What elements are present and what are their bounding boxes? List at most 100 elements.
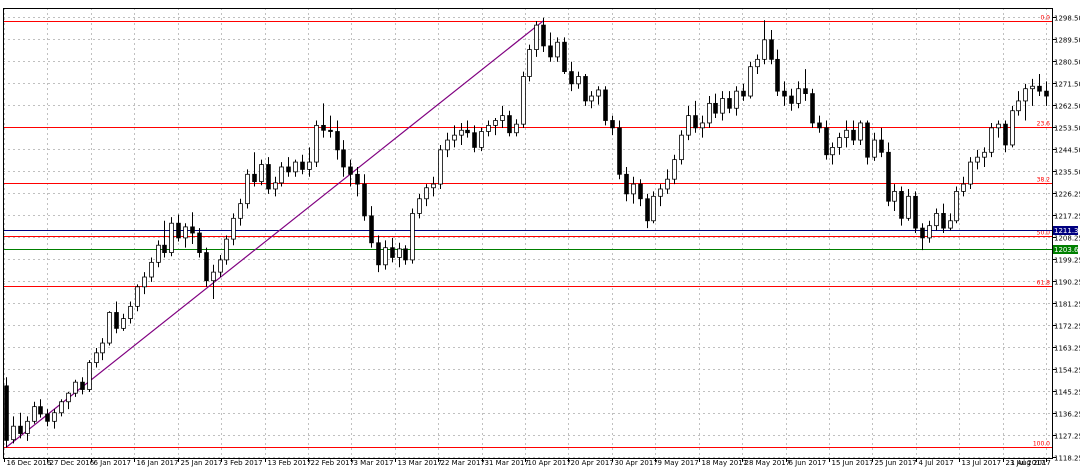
candle-body <box>287 167 291 172</box>
x-tick-label: 16 Dec 2016 <box>7 459 52 467</box>
candle-body <box>329 130 333 131</box>
candle-body <box>336 132 340 150</box>
candle-body <box>797 89 801 104</box>
candle-body <box>12 426 16 439</box>
candle-body <box>597 90 601 96</box>
candle-body <box>914 196 918 228</box>
x-tick-label: 3 Feb 2017 <box>224 459 263 467</box>
candle-body <box>666 179 670 189</box>
candle-body <box>184 227 188 238</box>
candle-body <box>494 121 498 126</box>
candle-body <box>528 50 532 77</box>
candle-body <box>776 59 780 91</box>
fib-level-label: 0.0 <box>1040 15 1050 22</box>
fib-level-label: 23.6 <box>1037 121 1051 128</box>
candle-body <box>432 184 436 188</box>
candle-body <box>108 312 112 343</box>
candle-body <box>342 150 346 167</box>
candle-body <box>625 174 629 194</box>
y-tick-label: 1271.50 <box>1054 81 1080 89</box>
candle-body <box>239 204 243 219</box>
fib-level-label: 100.0 <box>1033 441 1050 448</box>
candle-body <box>962 184 966 191</box>
candle-body <box>1017 101 1021 111</box>
candle-body <box>742 91 746 96</box>
y-tick-label: 1127.25 <box>1054 433 1080 441</box>
candle-body <box>639 184 643 199</box>
candle-body <box>67 393 71 402</box>
candle-body <box>584 76 588 100</box>
y-tick-label: 1136.25 <box>1054 411 1080 419</box>
candle-body <box>646 199 650 221</box>
candle-body <box>687 116 691 136</box>
x-tick-label: 31 Mar 2017 <box>485 459 529 467</box>
x-tick-label: 13 Mar 2017 <box>398 459 442 467</box>
candle-body <box>522 76 526 124</box>
candle-body <box>1011 111 1015 145</box>
candle-body <box>177 223 181 238</box>
candle-body <box>501 116 505 121</box>
candle-body <box>294 162 298 172</box>
candle-body <box>439 150 443 184</box>
candle-body <box>308 162 312 169</box>
x-tick-label: 28 May 2017 <box>745 459 791 467</box>
candle-body <box>370 216 374 243</box>
candle-body <box>267 165 271 189</box>
candle-body <box>577 76 581 83</box>
candle-body <box>652 196 656 220</box>
candle-body <box>556 42 560 57</box>
candle-body <box>418 199 422 214</box>
y-tick-label: 1253.50 <box>1054 125 1080 133</box>
candle-body <box>949 221 953 228</box>
candle-body <box>983 152 987 157</box>
candle-body <box>997 124 1001 128</box>
candle-body <box>825 128 829 155</box>
candle-body <box>363 184 367 216</box>
candle-body <box>280 167 284 183</box>
candle-body <box>404 249 408 260</box>
candle-body <box>101 343 105 353</box>
candle-body <box>391 248 395 258</box>
candle-body <box>170 223 174 252</box>
x-tick-label: 16 Jan 2017 <box>137 459 179 467</box>
y-tick-label: 1289.50 <box>1054 37 1080 45</box>
candle-body <box>838 138 842 148</box>
candle-body <box>212 272 216 281</box>
candle-body <box>60 402 64 413</box>
candle-body <box>618 128 622 174</box>
candle-body <box>701 123 705 128</box>
y-tick-label: 1226.25 <box>1054 191 1080 199</box>
candle-body <box>115 312 119 328</box>
y-tick-label: 1280.50 <box>1054 59 1080 67</box>
candle-body <box>5 386 9 441</box>
candle-body <box>680 135 684 159</box>
candle-body <box>887 152 891 201</box>
x-tick-label: 27 Dec 2016 <box>50 459 95 467</box>
candle-body <box>770 40 774 60</box>
x-tick-label: 6 Jun 2017 <box>789 459 827 467</box>
candle-body <box>921 228 925 238</box>
candle-body <box>33 407 37 422</box>
candle-body <box>301 162 305 169</box>
candle-body <box>976 157 980 162</box>
candle-body <box>26 421 30 433</box>
candle-body <box>1038 86 1042 91</box>
y-tick-label: 1235.50 <box>1054 169 1080 177</box>
candle-body <box>928 226 932 238</box>
trendline-line <box>6 21 543 448</box>
candle-body <box>673 160 677 180</box>
candle-body <box>453 135 457 140</box>
x-tick-label: 4 Jul 2017 <box>919 459 954 467</box>
y-tick-label: 1118.25 <box>1054 455 1080 463</box>
candle-body <box>783 91 787 96</box>
candle-body <box>632 184 636 194</box>
candle-body <box>39 407 43 414</box>
x-tick-label: 25 Jan 2017 <box>181 459 223 467</box>
candle-body <box>845 130 849 137</box>
candle-body <box>150 262 154 277</box>
candle-body <box>232 218 236 239</box>
y-tick-label: 1163.25 <box>1054 345 1080 353</box>
x-tick-label: 30 Apr 2017 <box>615 459 658 467</box>
candle-body <box>487 125 491 131</box>
